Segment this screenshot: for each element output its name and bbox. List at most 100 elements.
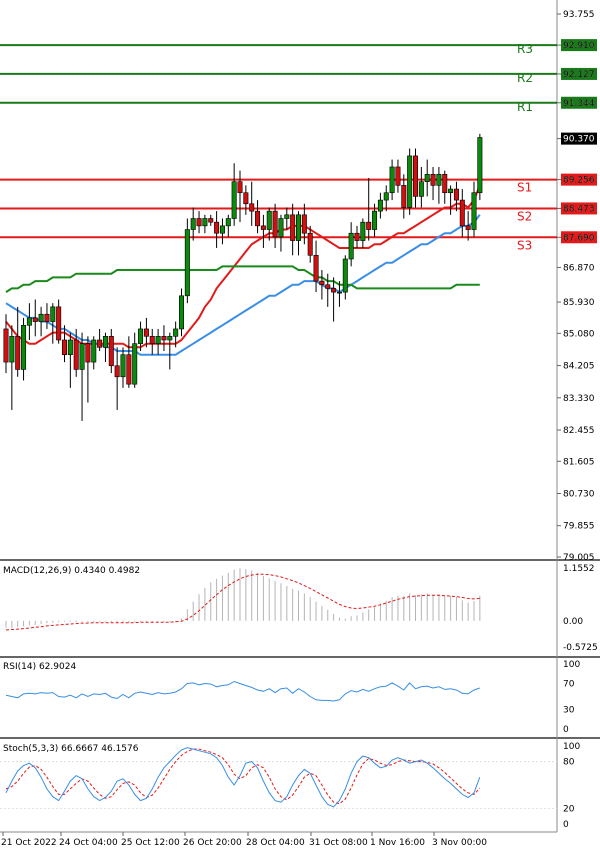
- candle-bear: [85, 343, 91, 363]
- candle-bull: [138, 328, 144, 344]
- price-axis: 93.755 92.910 92.127 91.344 90.370 89.256 88.4…: [557, 10, 597, 563]
- level-price-label-s3: 87.690: [563, 233, 595, 243]
- candle-bear: [243, 192, 249, 205]
- candle-bear: [442, 174, 448, 194]
- price-tick-label: 81.605: [563, 457, 595, 467]
- candle-bear: [366, 221, 372, 230]
- price-panel: [0, 0, 557, 559]
- level-price-box-s1: [561, 173, 597, 186]
- macd-tick-label: -0.5725: [563, 643, 598, 653]
- price-tick-label: 84.205: [563, 362, 595, 372]
- candle-bull: [38, 313, 44, 322]
- price-tick-label: 86.870: [563, 263, 595, 273]
- macd-signal-line: [5, 573, 480, 631]
- candle-bear: [61, 339, 67, 356]
- candle-bear: [3, 328, 9, 363]
- rsi-tick-label: 30: [563, 706, 575, 716]
- candle-bear: [32, 317, 38, 322]
- candle-bull: [477, 137, 483, 194]
- stoch-tick-label: 80: [563, 758, 575, 768]
- candle-bear: [459, 199, 465, 227]
- price-tick-label: 92.127: [563, 70, 595, 80]
- level-name-r2: R2: [517, 71, 533, 85]
- candle-bear: [126, 354, 132, 385]
- time-tick-label: 3 Nov 00:00: [432, 838, 487, 848]
- candle-bull: [132, 343, 138, 385]
- candle-bear: [401, 185, 407, 208]
- candle-bull: [155, 336, 161, 344]
- stochastic-panel: Stoch(5,3,3) 66.6667 46.1576 100 80 20 0: [0, 742, 580, 830]
- candle-bear: [319, 280, 325, 286]
- price-tick-label: 85.080: [563, 329, 595, 339]
- rsi-line: [5, 680, 480, 702]
- price-tick-label: 92.910: [563, 41, 595, 51]
- candle-bear: [301, 214, 307, 234]
- macd-title: MACD(12,26,9) 0.4340 0.4982: [3, 566, 140, 576]
- candle-bull: [377, 199, 383, 212]
- candle-bear: [313, 255, 319, 282]
- level-price-label-s1: 89.256: [563, 176, 595, 186]
- stoch-title: Stoch(5,3,3) 66.6667 46.1576: [3, 744, 139, 754]
- candle-bull: [266, 210, 272, 230]
- level-price-box-s2: [561, 202, 597, 215]
- price-tick-label: 88.473: [563, 204, 595, 214]
- candle-bear: [196, 218, 202, 227]
- candle-bull: [79, 343, 85, 370]
- price-tick-label: 85.930: [563, 298, 595, 308]
- stoch-tick-label: 100: [563, 742, 580, 752]
- candle-bear: [56, 306, 62, 341]
- candle-bull: [225, 218, 231, 227]
- candle-bear: [260, 225, 266, 230]
- level-price-label-r1: 91.344: [563, 99, 595, 109]
- ma-line-medium: [5, 214, 481, 356]
- candle-bear: [255, 210, 261, 227]
- candle-bear: [354, 232, 360, 241]
- current-price-label: 90.370: [563, 135, 595, 145]
- candle-bear: [412, 155, 418, 197]
- time-axis: 21 Oct 2022 24 Oct 04:00 25 Oct 12:00 26 Oc…: [1, 832, 487, 848]
- candle-bear: [15, 336, 21, 370]
- candle-bear: [214, 221, 220, 234]
- stoch-tick-label: 0: [563, 820, 569, 830]
- candle-bull: [219, 225, 225, 234]
- candle-bull: [184, 229, 190, 297]
- stoch-k-line: [5, 747, 481, 808]
- candle-bull: [9, 336, 15, 363]
- candle-bull: [372, 210, 378, 230]
- candle-bull: [173, 328, 179, 337]
- candle-bear: [325, 284, 331, 289]
- level-name-r1: R1: [517, 100, 533, 114]
- candle-bull: [360, 221, 366, 241]
- candle-bull: [295, 214, 301, 241]
- candle-bull: [67, 339, 73, 356]
- rsi-panel: RSI(14) 62.9024 100 70 30 0: [3, 660, 580, 735]
- level-price-box-r2: [561, 67, 597, 80]
- level-name-s3: S3: [517, 238, 532, 252]
- candle-bull: [190, 218, 196, 230]
- candle-bull: [102, 336, 108, 348]
- candle-bull: [202, 218, 208, 227]
- price-tick-label: 87.690: [563, 233, 595, 243]
- macd-panel: MACD(12,26,9) 0.4340 0.4982 1.1552 0.00 -0.…: [3, 564, 598, 653]
- macd-tick-label: 0.00: [563, 617, 583, 627]
- candle-bull: [21, 324, 27, 370]
- candle-bull: [471, 192, 477, 230]
- price-tick-label: 82.455: [563, 426, 595, 436]
- level-price-box-s3: [561, 231, 597, 244]
- candle-bull: [407, 155, 413, 208]
- candle-bull: [424, 174, 430, 182]
- candle-bull: [91, 339, 97, 363]
- candle-bull: [348, 232, 354, 260]
- candle-bear: [395, 166, 401, 186]
- candle-bear: [161, 336, 167, 341]
- price-tick-label: 89.256: [563, 176, 595, 186]
- rsi-title: RSI(14) 62.9024: [3, 662, 76, 672]
- candle-bear: [430, 174, 436, 186]
- price-tick-label: 79.855: [563, 522, 595, 532]
- candle-bull: [231, 181, 237, 219]
- ma-line-fast: [5, 185, 481, 349]
- candle-bull: [26, 317, 32, 326]
- candle-bull: [389, 166, 395, 194]
- time-tick-label: 26 Oct 20:00: [183, 838, 242, 848]
